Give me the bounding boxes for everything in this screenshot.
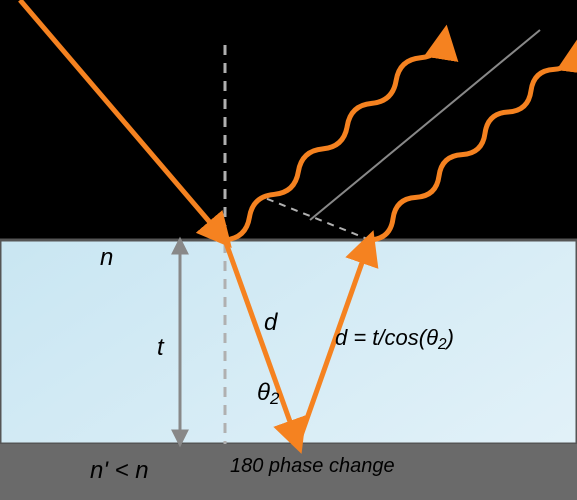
label-phase: 180 phase change bbox=[230, 455, 395, 477]
label-d: d bbox=[264, 309, 278, 336]
label-formula: d = t/cos(θ2) bbox=[335, 325, 454, 353]
label-n: n bbox=[100, 244, 113, 271]
label-nprime: n' < n bbox=[90, 457, 149, 484]
